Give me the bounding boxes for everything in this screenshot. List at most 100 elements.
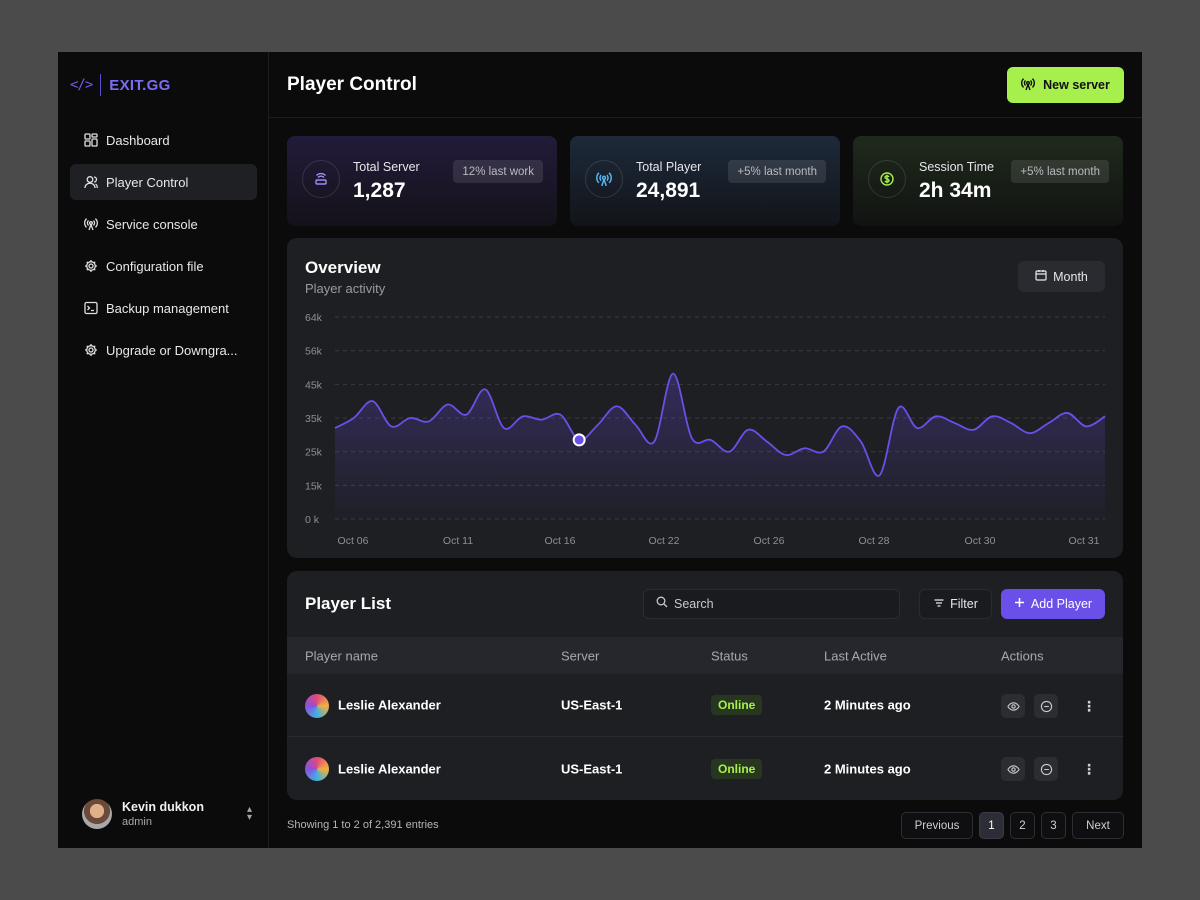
antenna-icon	[585, 160, 623, 198]
overview-title: Overview	[305, 258, 381, 277]
minus-circle-icon	[1040, 763, 1052, 775]
add-player-button[interactable]: Add Player	[1001, 589, 1105, 619]
sidebar: </> EXIT.GG Dashboard Player Control	[58, 52, 269, 848]
sidebar-item-service-console[interactable]: Service console	[70, 206, 257, 242]
top-bar: Player Control New server	[269, 52, 1142, 118]
stat-label: Total Server	[353, 160, 420, 174]
column-header-player-name[interactable]: Player name	[305, 648, 378, 663]
search-input[interactable]	[674, 597, 884, 611]
brand-logo[interactable]: </> EXIT.GG	[70, 74, 171, 96]
y-tick-label: 0 k	[305, 514, 320, 526]
app-window: </> EXIT.GG Dashboard Player Control	[58, 52, 1142, 848]
chevron-up-down-icon[interactable]: ▴ ▾	[246, 804, 252, 823]
filter-label: Filter	[950, 597, 978, 611]
user-name: Kevin dukkon	[122, 800, 204, 814]
month-range-button[interactable]: Month	[1018, 261, 1105, 292]
highlight-point[interactable]	[572, 433, 586, 447]
player-name: Leslie Alexander	[338, 697, 441, 713]
status-badge: Online	[711, 695, 763, 715]
y-tick-label: 64k	[305, 312, 323, 324]
router-icon	[302, 160, 340, 198]
player-avatar	[305, 757, 329, 781]
sidebar-nav: Dashboard Player Control Service console…	[70, 122, 257, 374]
avatar	[82, 799, 112, 829]
column-header-last-active[interactable]: Last Active	[824, 648, 887, 663]
page-button-2[interactable]: 2	[1010, 812, 1035, 839]
page-button-3[interactable]: 3	[1041, 812, 1066, 839]
add-player-label: Add Player	[1030, 597, 1093, 611]
main-content: Player Control New server Total Server 1…	[269, 52, 1142, 848]
sidebar-item-dashboard[interactable]: Dashboard	[70, 122, 257, 158]
sidebar-item-label: Service console	[106, 216, 198, 232]
y-tick-label: 45k	[305, 379, 323, 391]
table-row[interactable]: Leslie Alexander US-East-1 Online 2 Minu…	[287, 674, 1123, 737]
column-header-server[interactable]: Server	[561, 648, 600, 663]
terminal-icon	[84, 301, 98, 315]
eye-icon	[1006, 701, 1020, 711]
last-active: 2 Minutes ago	[824, 697, 911, 713]
stat-value: 24,891	[636, 179, 701, 202]
month-label: Month	[1053, 269, 1088, 284]
next-page-button[interactable]: Next	[1072, 812, 1124, 839]
user-profile[interactable]: Kevin dukkon admin ▴ ▾	[82, 798, 252, 830]
column-header-status[interactable]: Status	[711, 648, 748, 663]
grid-icon	[84, 133, 98, 147]
view-button[interactable]	[1001, 757, 1025, 781]
x-tick-label: Oct 31	[1069, 535, 1100, 547]
stat-badge: +5% last month	[1011, 160, 1109, 183]
status-badge: Online	[711, 758, 763, 779]
sidebar-item-label: Dashboard	[106, 132, 170, 148]
table-row[interactable]: Leslie Alexander US-East-1 Online 2 Minu…	[287, 737, 1123, 800]
user-icon	[84, 175, 98, 189]
previous-page-button[interactable]: Previous	[901, 812, 973, 839]
stat-card-total-server: Total Server 1,287 12% last work	[287, 136, 557, 226]
search-icon	[656, 595, 668, 613]
sidebar-item-upgrade[interactable]: Upgrade or Downgra...	[70, 332, 257, 368]
x-tick-label: Oct 06	[338, 535, 369, 547]
sidebar-item-label: Player Control	[106, 174, 189, 190]
stats-row: Total Server 1,287 12% last work Total P…	[287, 136, 1123, 226]
sidebar-item-player-control[interactable]: Player Control	[70, 164, 257, 200]
view-button[interactable]	[1001, 694, 1025, 718]
new-server-label: New server	[1043, 78, 1110, 92]
search-box[interactable]	[643, 589, 900, 619]
x-tick-label: Oct 16	[545, 535, 576, 547]
user-role: admin	[122, 816, 152, 828]
page-button-1[interactable]: 1	[979, 812, 1004, 839]
more-options-icon[interactable]: ⋮	[1082, 697, 1096, 714]
new-server-button[interactable]: New server	[1007, 67, 1124, 103]
dollar-icon	[868, 160, 906, 198]
x-tick-label: Oct 26	[754, 535, 785, 547]
overview-card: 64k 56k 45k 35k 25k 15k 0 k Oct 06 Oct 11 Oct 16 O…	[287, 238, 1123, 558]
user-info: Kevin dukkon admin	[122, 800, 247, 828]
stat-value: 2h 34m	[919, 179, 992, 202]
player-server: US-East-1	[561, 697, 623, 713]
y-tick-label: 56k	[305, 346, 323, 358]
brand-name: EXIT.GG	[109, 76, 171, 94]
antenna-icon	[84, 217, 98, 231]
gear-icon	[84, 343, 98, 357]
player-avatar	[305, 694, 329, 718]
player-list-card: Player List Filter Add Player	[287, 571, 1123, 800]
stat-value: 1,287	[353, 179, 406, 202]
code-icon: </>	[70, 77, 93, 93]
more-options-icon[interactable]: ⋮	[1082, 760, 1096, 777]
stat-label: Session Time	[919, 160, 995, 174]
eye-icon	[1006, 764, 1020, 774]
x-tick-label: Oct 30	[965, 535, 996, 547]
series-area	[335, 373, 1105, 519]
minus-circle-icon	[1040, 700, 1052, 712]
stat-label: Total Player	[636, 160, 702, 174]
player-name: Leslie Alexander	[338, 761, 441, 776]
x-tick-label: Oct 28	[859, 535, 890, 547]
block-button[interactable]	[1034, 694, 1058, 718]
overview-subtitle: Player activity	[305, 281, 386, 296]
sidebar-item-configuration-file[interactable]: Configuration file	[70, 248, 257, 284]
y-tick-label: 15k	[305, 480, 323, 492]
sidebar-item-backup-management[interactable]: Backup management	[70, 290, 257, 326]
block-button[interactable]	[1034, 757, 1058, 781]
entries-summary: Showing 1 to 2 of 2,391 entries	[287, 819, 439, 831]
player-server: US-East-1	[561, 761, 623, 776]
activity-chart: 64k 56k 45k 35k 25k 15k 0 k Oct 06 Oct 11 Oct 16 O…	[305, 312, 1106, 547]
filter-button[interactable]: Filter	[919, 589, 992, 619]
